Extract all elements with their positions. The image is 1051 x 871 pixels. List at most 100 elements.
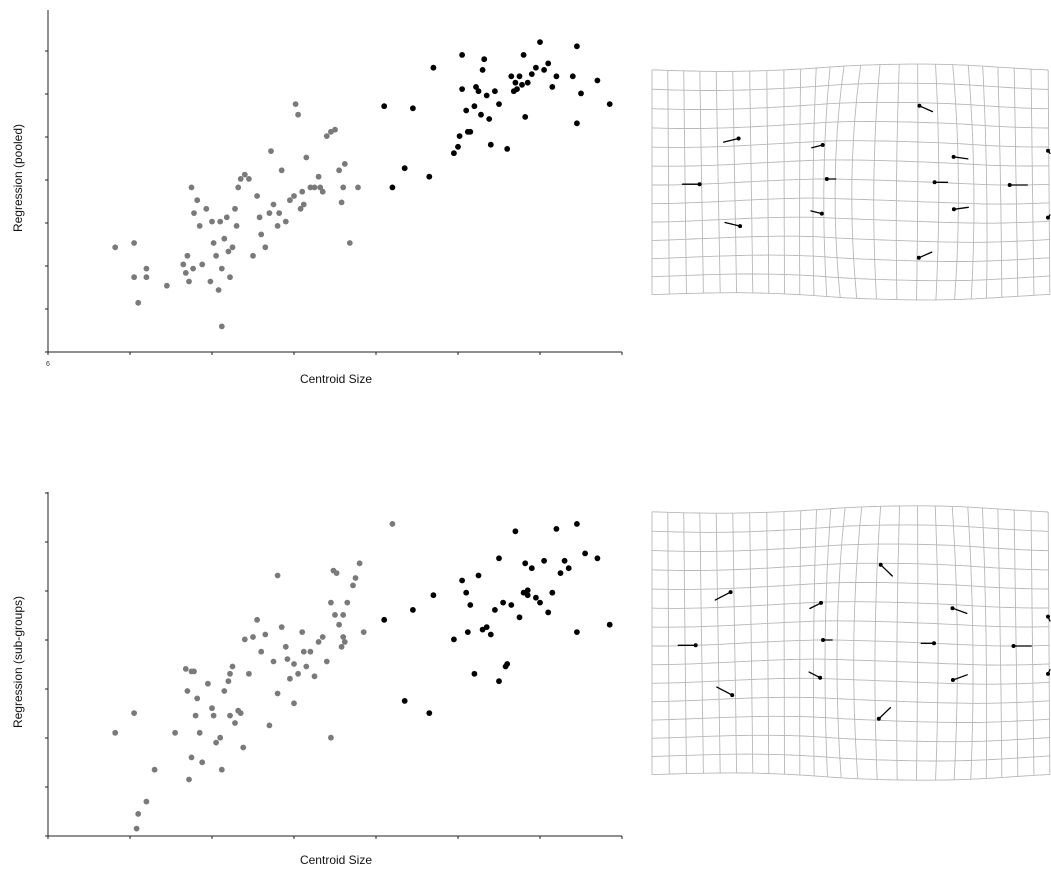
data-point-black [496, 555, 502, 562]
grid-column-line [732, 513, 738, 773]
data-point-gray [278, 624, 285, 630]
data-point-gray [182, 666, 189, 672]
data-point-gray [237, 710, 244, 716]
data-point-gray [338, 199, 345, 206]
data-points [112, 39, 613, 330]
grid-column-line [896, 505, 901, 780]
data-point-gray [262, 244, 269, 251]
grid-column-line [952, 64, 959, 300]
grid-column-line [834, 66, 845, 298]
data-point-black [504, 146, 511, 152]
landmark-point [819, 600, 823, 605]
grid-row-line [651, 63, 1049, 72]
data-point-gray [188, 184, 195, 191]
data-point-gray [256, 214, 263, 221]
data-point-gray [315, 639, 322, 645]
grid-row-line [651, 140, 1049, 148]
data-point-gray [225, 678, 232, 685]
data-point-gray [287, 675, 293, 682]
data-point-black [475, 572, 482, 579]
data-point-gray [186, 278, 192, 285]
data-point-gray [350, 582, 356, 589]
landmark-point [1007, 183, 1012, 187]
data-point-gray [254, 193, 260, 199]
data-point-black [537, 599, 543, 606]
data-point-gray [295, 111, 301, 118]
data-point-black [430, 592, 437, 599]
data-point-gray [328, 599, 334, 606]
grid-column-line [895, 64, 900, 300]
data-point-gray [340, 612, 347, 618]
data-point-black [549, 84, 556, 90]
landmark-point [736, 136, 741, 141]
data-point-black [565, 565, 572, 572]
data-point-black [496, 678, 502, 685]
grid-column-line [997, 508, 1003, 778]
data-point-gray [291, 661, 297, 667]
data-point-gray [215, 287, 222, 293]
landmark-point [932, 641, 936, 646]
data-point-black [471, 103, 478, 110]
data-point-gray [274, 572, 281, 579]
data-point-black [471, 670, 478, 677]
data-point-gray [307, 184, 314, 191]
data-point-gray [209, 705, 215, 712]
data-point-black [520, 52, 527, 58]
data-point-gray [210, 712, 217, 719]
data-point-gray [112, 729, 119, 736]
grid-row-line [651, 734, 1050, 743]
data-point-black [478, 111, 484, 118]
grid-row-line [651, 620, 1049, 628]
data-point-black [549, 589, 556, 596]
data-point-gray [182, 270, 189, 276]
landmark-point [950, 678, 955, 682]
data-point-black [512, 528, 519, 535]
data-point-black [481, 56, 488, 63]
landmark-point [1046, 614, 1050, 619]
data-point-gray [199, 759, 206, 766]
scatter-plot-pooled: 6 Centroid Size Regression (pooled) [11, 10, 623, 386]
data-point-gray [191, 210, 197, 217]
data-point-gray [164, 282, 170, 289]
data-point-gray [235, 184, 242, 191]
data-point-black [541, 557, 547, 564]
data-point-black [508, 602, 515, 608]
x-axis-title: Centroid Size [300, 372, 372, 386]
data-point-gray [232, 720, 238, 726]
data-point-gray [336, 167, 342, 174]
grid-column-line [667, 70, 670, 295]
data-point-black [487, 631, 494, 638]
landmark-vectors [681, 103, 1051, 260]
grid-row-line [651, 677, 1050, 685]
grid-column-line [982, 507, 988, 779]
grid-column-line [853, 506, 863, 779]
data-point-gray [184, 252, 191, 259]
data-points [112, 521, 613, 832]
data-point-gray [229, 663, 236, 670]
data-point-gray [218, 766, 225, 773]
data-point-gray [338, 643, 345, 650]
data-point-black [528, 565, 535, 572]
data-point-black [524, 79, 531, 86]
data-point-gray [328, 734, 334, 741]
data-point-gray [323, 658, 330, 665]
grid-column-line [1030, 69, 1035, 296]
landmark-point [876, 716, 881, 721]
grid-column-line [783, 511, 785, 775]
data-point-black [574, 629, 580, 635]
data-point-gray [180, 261, 187, 268]
landmark-point [878, 562, 883, 567]
data-point-black [516, 614, 523, 621]
data-point-gray [217, 218, 224, 225]
data-point-gray [352, 575, 359, 581]
data-point-black [459, 52, 465, 58]
data-point-gray [258, 231, 265, 238]
data-point-gray [307, 648, 314, 655]
landmark-vector [918, 251, 933, 259]
data-point-gray [340, 184, 347, 191]
grid-column-line [982, 66, 988, 299]
grid-column-line [683, 512, 687, 774]
landmark-vector [953, 206, 969, 210]
data-point-black [401, 698, 408, 704]
data-point-gray [340, 634, 347, 640]
